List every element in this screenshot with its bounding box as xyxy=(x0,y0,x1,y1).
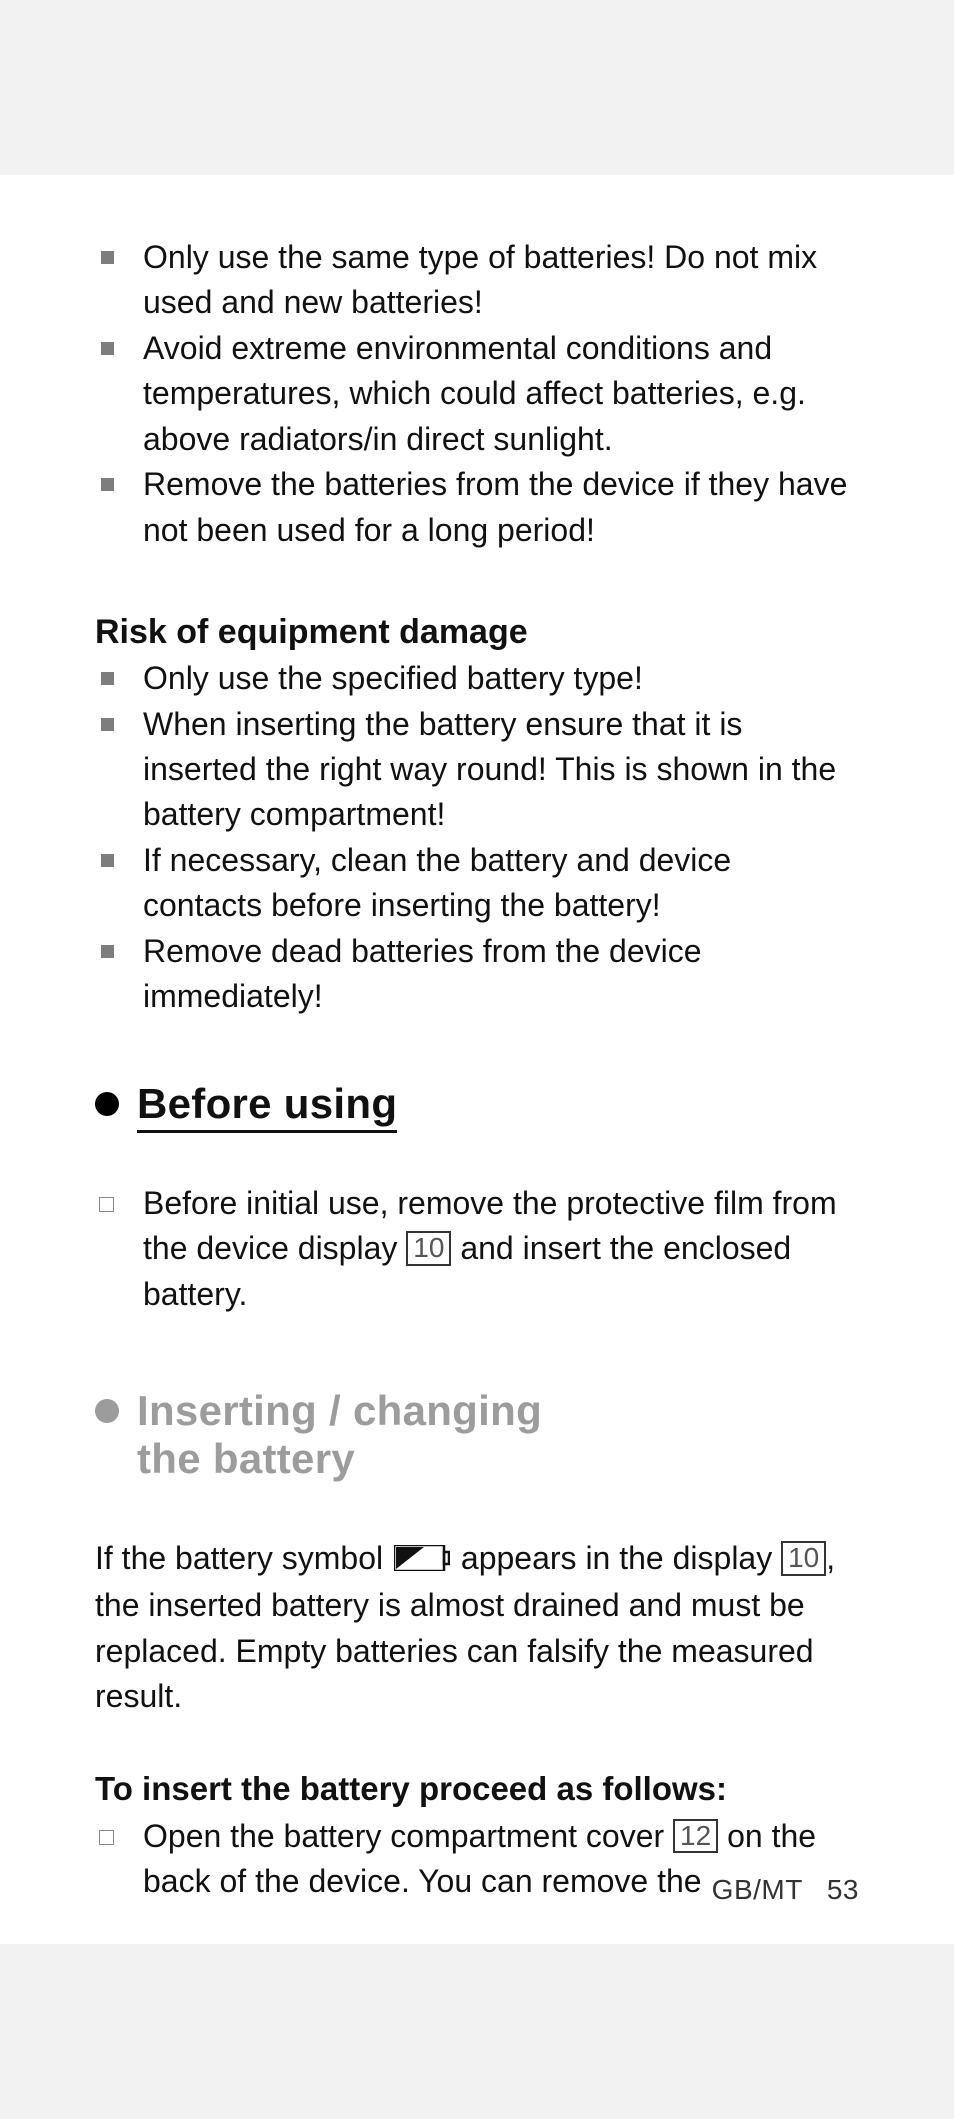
ref-marker: 10 xyxy=(781,1541,826,1576)
list-item: Before initial use, remove the protectiv… xyxy=(95,1181,859,1317)
bullet-dot-icon xyxy=(95,1092,119,1116)
top-ribbon xyxy=(0,0,954,175)
list-item: When inserting the battery ensure that i… xyxy=(95,702,859,838)
footer-locale: GB/MT xyxy=(712,1874,803,1905)
text-fragment: Open the battery compartment cover xyxy=(143,1818,673,1854)
page-footer: GB/MT 53 xyxy=(712,1874,859,1906)
insert-instructions-heading: To insert the battery proceed as follows… xyxy=(95,1770,859,1808)
battery-symbol-paragraph: If the battery symbol appears in the dis… xyxy=(95,1536,859,1720)
risk-heading: Risk of equipment damage xyxy=(95,613,859,652)
section-inserting-battery: Inserting / changing the battery xyxy=(95,1387,859,1484)
title-line: the battery xyxy=(137,1435,355,1482)
footer-page-number: 53 xyxy=(827,1874,859,1905)
title-line: Inserting / changing xyxy=(137,1387,542,1434)
list-item: Only use the specified battery type! xyxy=(95,656,859,701)
ref-marker: 12 xyxy=(673,1819,718,1854)
risk-list: Only use the specified battery type! Whe… xyxy=(95,656,859,1020)
text-fragment: If the battery symbol xyxy=(95,1540,392,1576)
list-item: Only use the same type of batteries! Do … xyxy=(95,235,859,326)
bullet-dot-icon xyxy=(95,1399,119,1423)
list-item: Remove the batteries from the device if … xyxy=(95,462,859,553)
section-title: Inserting / changing the battery xyxy=(137,1387,542,1484)
list-item: Remove dead batteries from the device im… xyxy=(95,929,859,1020)
ref-marker: 10 xyxy=(406,1231,451,1266)
text-fragment: appears in the display xyxy=(452,1540,781,1576)
list-item: If necessary, clean the battery and devi… xyxy=(95,838,859,929)
battery-low-icon xyxy=(394,1538,450,1583)
section-title: Before using xyxy=(137,1080,397,1133)
section-before-using: Before using xyxy=(95,1080,859,1133)
list-item: Avoid extreme environmental conditions a… xyxy=(95,326,859,462)
before-using-steps: Before initial use, remove the protectiv… xyxy=(95,1181,859,1317)
page-body: Only use the same type of batteries! Do … xyxy=(0,175,954,1944)
bottom-ribbon xyxy=(0,1944,954,2119)
battery-warnings-list: Only use the same type of batteries! Do … xyxy=(95,235,859,553)
